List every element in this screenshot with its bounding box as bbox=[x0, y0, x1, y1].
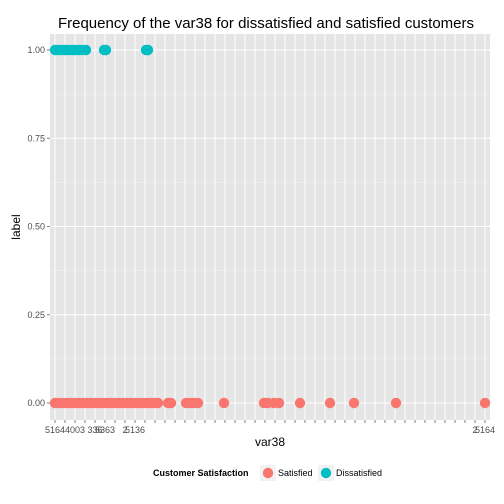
y-tick-label: 0.00 bbox=[27, 398, 45, 408]
y-tick-label: 1.00 bbox=[27, 45, 45, 55]
point-dissatisfied bbox=[80, 44, 92, 56]
x-tick-label: 5164 bbox=[475, 425, 495, 435]
point-satisfied bbox=[479, 397, 491, 409]
point-satisfied bbox=[324, 397, 336, 409]
point-satisfied bbox=[218, 397, 230, 409]
y-axis: 0.00 0.25 0.50 0.75 1.00 bbox=[27, 45, 50, 408]
point-dissatisfied bbox=[100, 44, 112, 56]
grid-lines bbox=[50, 34, 490, 420]
x-tick-label: 5164 bbox=[45, 425, 65, 435]
x-tick-label: 336 bbox=[87, 425, 102, 435]
legend: Customer Satisfaction Satisfied Dissatisf… bbox=[153, 465, 382, 481]
legend-key-dissatisfied bbox=[320, 467, 332, 479]
x-tick-label: 5363 bbox=[95, 425, 115, 435]
point-satisfied bbox=[390, 397, 402, 409]
data-points bbox=[49, 44, 491, 409]
x-axis-label: var38 bbox=[255, 435, 285, 449]
x-tick-label: 4003 bbox=[65, 425, 85, 435]
y-tick-label: 0.25 bbox=[27, 310, 45, 320]
x-tick-label: 2 bbox=[472, 425, 477, 435]
legend-title: Customer Satisfaction bbox=[153, 468, 249, 478]
x-tick-label: 5136 bbox=[125, 425, 145, 435]
point-satisfied bbox=[192, 397, 204, 409]
point-satisfied bbox=[152, 397, 164, 409]
y-axis-label: label bbox=[9, 214, 23, 239]
point-satisfied bbox=[273, 397, 285, 409]
y-tick-label: 0.75 bbox=[27, 133, 45, 143]
legend-label-dissatisfied: Dissatisfied bbox=[336, 468, 382, 478]
legend-label-satisfied: Satisfied bbox=[278, 468, 313, 478]
chart-title: Frequency of the var38 for dissatisfied … bbox=[58, 15, 474, 32]
point-satisfied bbox=[165, 397, 177, 409]
x-tick-label: 2 bbox=[122, 425, 127, 435]
point-dissatisfied bbox=[142, 44, 154, 56]
point-satisfied bbox=[348, 397, 360, 409]
y-tick-label: 0.50 bbox=[27, 222, 45, 232]
point-satisfied bbox=[294, 397, 306, 409]
legend-key-satisfied bbox=[262, 467, 274, 479]
